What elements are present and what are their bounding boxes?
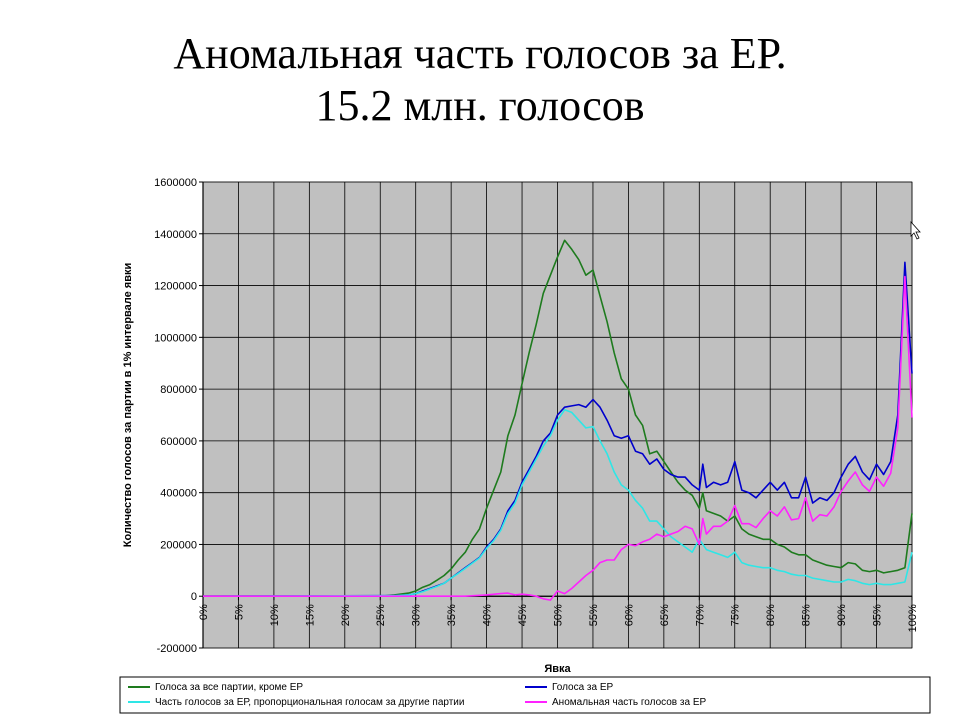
legend-label-1: Голоса за все партии, кроме ЕР [155, 682, 303, 693]
x-axis-title: Явка [544, 663, 571, 675]
legend-label-2: Голоса за ЕР [552, 682, 614, 693]
y-tick-label: 800000 [160, 384, 197, 396]
x-tick-label: 100% [907, 604, 919, 632]
y-tick-label: 1200000 [154, 281, 197, 293]
slide-title-line1: Аномальная часть голосов за ЕР. [173, 29, 787, 78]
x-tick-label: 5% [233, 604, 245, 620]
mouse-cursor-icon [910, 220, 921, 240]
series-line-1 [203, 239, 913, 597]
x-tick-label: 95% [872, 604, 884, 626]
x-tick-label: 80% [765, 604, 777, 626]
x-tick-label: 50% [553, 604, 565, 626]
y-tick-label: -200000 [157, 643, 197, 655]
x-tick-label: 85% [801, 604, 813, 626]
x-tick-label: 70% [694, 604, 706, 626]
y-tick-label: 1000000 [154, 332, 197, 344]
x-tick-label: 45% [517, 604, 529, 626]
y-tick-label: 400000 [160, 488, 197, 500]
y-tick-label: 1600000 [154, 177, 197, 189]
x-tick-label: 35% [446, 604, 458, 626]
legend-label-3: Часть голосов за ЕР, пропорциональная го… [155, 697, 464, 708]
x-tick-label: 30% [411, 604, 423, 626]
x-tick-label: 0% [198, 604, 210, 620]
series-line-3 [202, 409, 913, 597]
x-tick-label: 60% [623, 604, 635, 626]
x-tick-label: 65% [659, 604, 671, 626]
legend-label-4: Аномальная часть голосов за ЕР [552, 697, 706, 708]
x-tick-label: 15% [304, 604, 316, 626]
series-line-4 [203, 275, 913, 601]
y-tick-label: 200000 [160, 539, 197, 551]
x-tick-label: 40% [482, 604, 494, 626]
slide-title-line2: 15.2 млн. голосов [315, 81, 645, 130]
y-tick-label: 1400000 [154, 229, 197, 241]
x-tick-label: 75% [730, 604, 742, 626]
x-tick-label: 90% [836, 604, 848, 626]
slide-title: Аномальная часть голосов за ЕР. 15.2 млн… [0, 28, 960, 132]
y-tick-label: 600000 [160, 436, 197, 448]
y-axis-title: Количество голосов за партии в 1% интерв… [122, 263, 134, 548]
x-tick-label: 25% [375, 604, 387, 626]
y-tick-label: 0 [191, 591, 197, 603]
x-tick-label: 55% [588, 604, 600, 626]
x-tick-label: 20% [340, 604, 352, 626]
x-tick-label: 10% [269, 604, 281, 626]
legend-box [119, 676, 931, 714]
